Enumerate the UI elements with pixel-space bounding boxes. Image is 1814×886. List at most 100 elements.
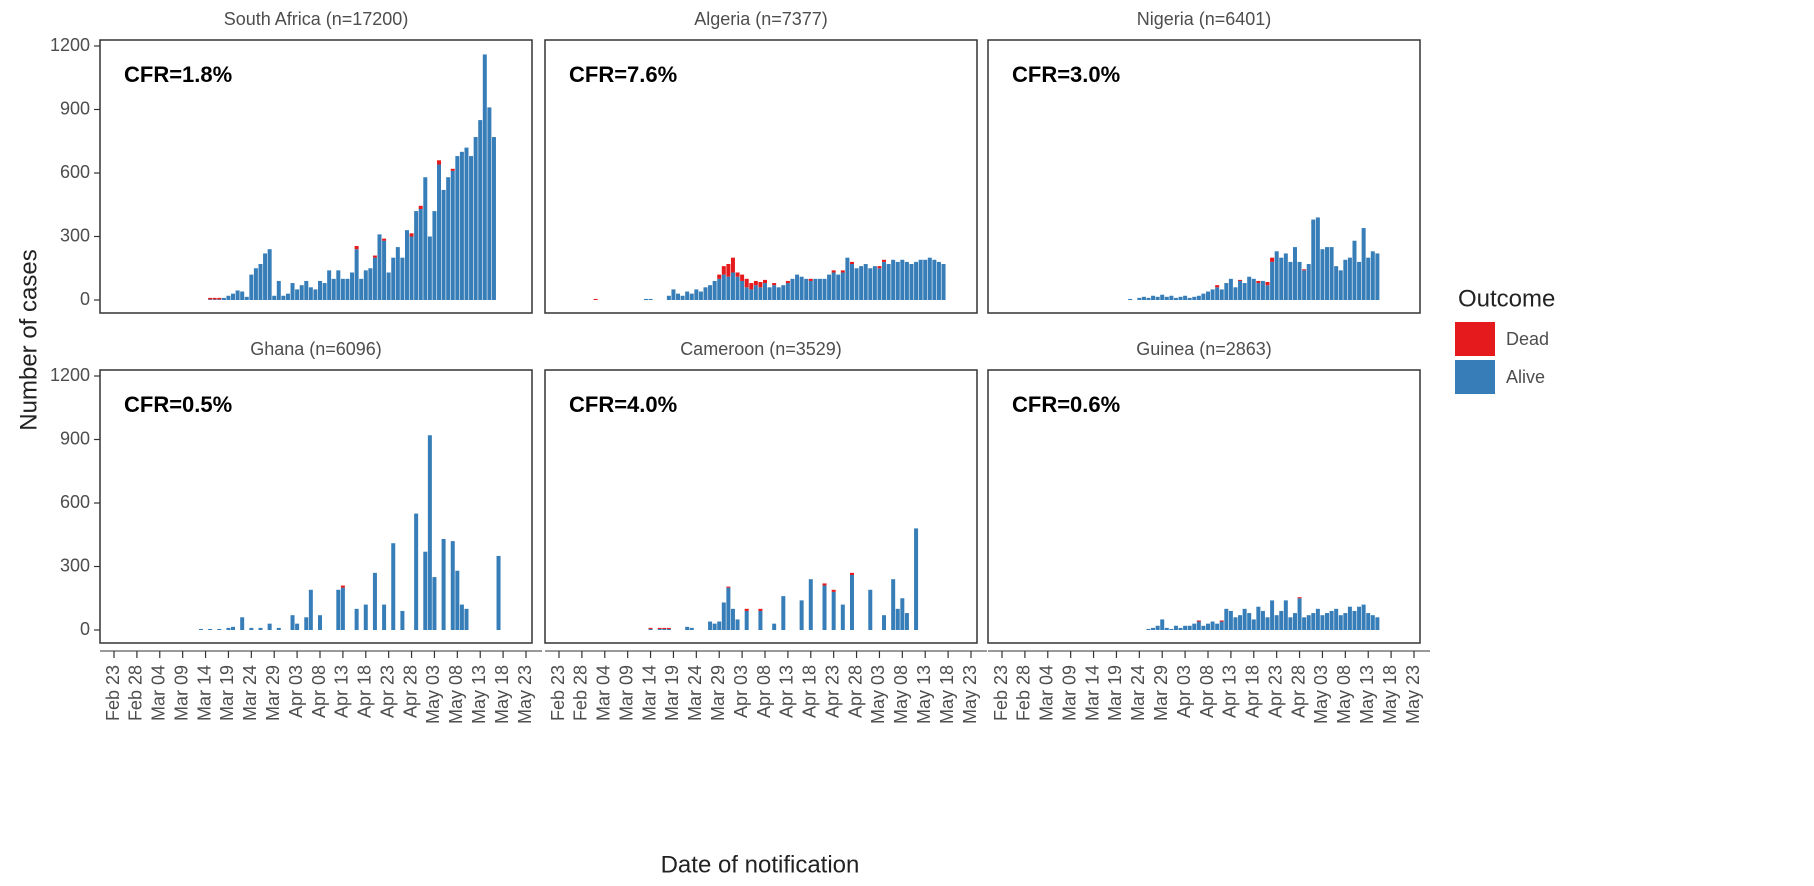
bar [382, 604, 387, 630]
bar [1366, 257, 1371, 300]
y-tick-label: 600 [60, 162, 90, 182]
x-tick-label: Mar 29 [708, 665, 728, 721]
bar [740, 280, 745, 300]
x-tick-label: Feb 28 [571, 665, 591, 721]
bar [1196, 295, 1201, 300]
panel-title: Guinea (n=2863) [1136, 339, 1272, 359]
bar [285, 293, 290, 300]
bar [882, 259, 887, 262]
bar [1155, 296, 1160, 300]
annotation: CFR=3.0% [1012, 62, 1120, 87]
bar [914, 528, 919, 630]
bar [730, 608, 735, 630]
y-tick-label: 300 [60, 225, 90, 245]
bar [400, 610, 405, 630]
bar [666, 295, 671, 300]
x-tick-label: Apr 08 [309, 665, 329, 718]
y-tick-label: 1200 [50, 365, 90, 385]
bar [290, 283, 295, 300]
x-tick-label: May 13 [914, 665, 934, 724]
bar [1183, 625, 1188, 630]
bar [217, 297, 222, 300]
panel-border [99, 39, 533, 314]
bar [1247, 276, 1252, 300]
bar [414, 211, 419, 300]
bar [1228, 610, 1233, 630]
bar [662, 628, 667, 630]
x-tick-label: Mar 29 [1151, 665, 1171, 721]
x-tick-label: Mar 19 [1105, 665, 1125, 721]
bar [1292, 247, 1297, 300]
bar [1224, 283, 1229, 300]
bar [680, 295, 685, 300]
bar [863, 264, 868, 300]
bar [831, 270, 836, 273]
bar [1196, 620, 1201, 622]
bar [795, 274, 800, 300]
bar [404, 230, 409, 300]
legend-label: Dead [1506, 329, 1549, 349]
bar [1187, 297, 1192, 300]
legend-swatch [1455, 360, 1495, 394]
bar [909, 264, 914, 300]
bar [859, 266, 864, 300]
bar [432, 577, 437, 630]
x-tick-label: May 03 [1311, 665, 1331, 724]
annotation: CFR=0.5% [124, 392, 232, 417]
bar [1325, 613, 1330, 630]
bar [740, 274, 745, 281]
bar [1311, 219, 1316, 300]
bar [1311, 613, 1316, 630]
bar [1146, 628, 1151, 630]
bar [822, 583, 827, 586]
x-tick-label: Feb 28 [1014, 665, 1034, 721]
bar [1256, 283, 1261, 300]
bar [923, 259, 928, 300]
bar [785, 283, 790, 300]
x-tick-label: Mar 04 [149, 665, 169, 721]
bar [813, 278, 818, 300]
y-axis-label: Number of cases [15, 249, 42, 430]
bar [290, 615, 295, 630]
bar [1164, 627, 1169, 630]
bar [840, 270, 845, 273]
bar [1306, 615, 1311, 630]
bar [849, 261, 854, 265]
bar [1343, 613, 1348, 630]
bar [1270, 261, 1275, 300]
bar [735, 276, 740, 300]
bar [891, 579, 896, 630]
bar [1260, 280, 1265, 300]
bar [904, 613, 909, 630]
bar [1366, 613, 1371, 630]
x-tick-label: Mar 09 [1059, 665, 1079, 721]
bar [226, 627, 231, 630]
x-tick-label: Mar 14 [639, 665, 659, 721]
x-tick-label: Apr 08 [1197, 665, 1217, 718]
panel-title: South Africa (n=17200) [224, 9, 409, 29]
bar [1265, 617, 1270, 630]
bar [299, 285, 304, 300]
bar [1210, 621, 1215, 630]
bar [198, 628, 203, 630]
bar [872, 266, 877, 300]
panel-border [987, 369, 1421, 644]
x-tick-label: May 03 [423, 665, 443, 724]
bar [1265, 285, 1270, 300]
bar [249, 274, 254, 300]
bar [1233, 617, 1238, 630]
bar [231, 626, 236, 630]
bar [721, 266, 726, 275]
x-tick-label: Feb 23 [548, 665, 568, 721]
bar [726, 586, 731, 588]
bar [450, 541, 455, 630]
bar [1164, 296, 1169, 300]
bar [849, 264, 854, 300]
y-tick-label: 0 [80, 289, 90, 309]
bar [767, 287, 772, 300]
bar [244, 296, 249, 300]
bar [1256, 606, 1261, 630]
bar [455, 156, 460, 300]
x-tick-label: Apr 13 [1220, 665, 1240, 718]
bar [918, 259, 923, 300]
